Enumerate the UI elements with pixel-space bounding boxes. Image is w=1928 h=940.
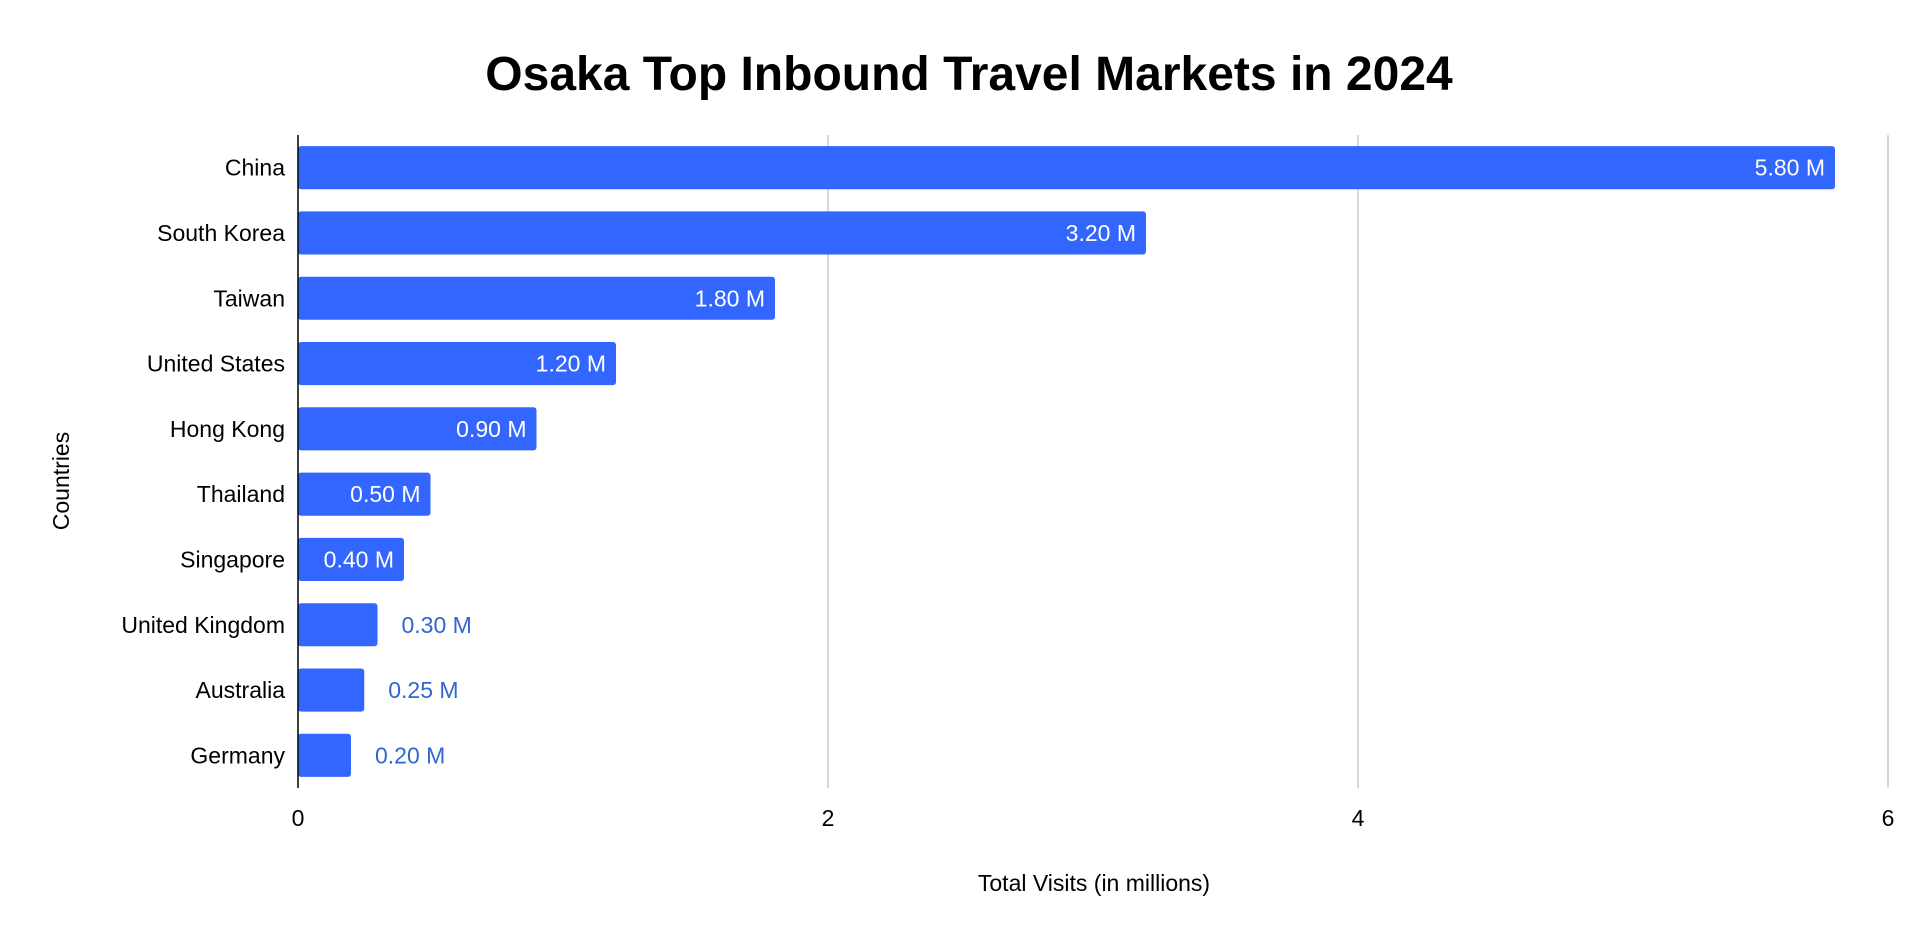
x-tick-label: 4 [1352, 805, 1365, 831]
category-labels: China South Korea Taiwan United States Hong … [121, 155, 285, 769]
data-label: 3.20 M [1066, 220, 1136, 246]
category-label: Thailand [197, 481, 285, 507]
category-label: Hong Kong [170, 416, 285, 442]
data-label: 0.20 M [375, 742, 445, 768]
bars: 5.80 M 3.20 M 1.80 M 1.20 M 0.90 M 0.50 M 0.40… [298, 146, 1835, 777]
x-tick-label: 6 [1882, 805, 1895, 831]
data-label: 0.50 M [350, 481, 420, 507]
category-label: Germany [190, 742, 285, 768]
category-label: South Korea [157, 220, 285, 246]
data-label: 0.25 M [388, 677, 458, 703]
data-label: 1.80 M [695, 285, 765, 311]
category-label: United States [147, 351, 285, 377]
category-label: Singapore [180, 546, 285, 572]
x-tick-labels: 0 2 4 6 [292, 805, 1895, 831]
category-label: Taiwan [213, 285, 285, 311]
x-tick-label: 2 [822, 805, 835, 831]
bar [298, 472, 431, 516]
category-label: United Kingdom [121, 612, 285, 638]
bar [298, 276, 775, 320]
data-label: 5.80 M [1755, 155, 1825, 181]
bar [298, 668, 365, 712]
data-label: 1.20 M [536, 351, 606, 377]
bar [298, 146, 1835, 190]
x-tick-label: 0 [292, 805, 305, 831]
category-label: China [225, 155, 285, 181]
category-label: Australia [196, 677, 286, 703]
chart-title: Osaka Top Inbound Travel Markets in 2024 [485, 48, 1453, 101]
bar [298, 733, 351, 777]
bar [298, 407, 537, 451]
bar [298, 603, 378, 647]
x-axis-title: Total Visits (in millions) [978, 870, 1210, 896]
data-label: 0.90 M [456, 416, 526, 442]
bar [298, 537, 404, 581]
bar [298, 211, 1146, 255]
bar [298, 342, 616, 386]
y-axis-title: Countries [48, 432, 74, 530]
data-label: 0.30 M [402, 612, 472, 638]
data-label: 0.40 M [324, 546, 394, 572]
